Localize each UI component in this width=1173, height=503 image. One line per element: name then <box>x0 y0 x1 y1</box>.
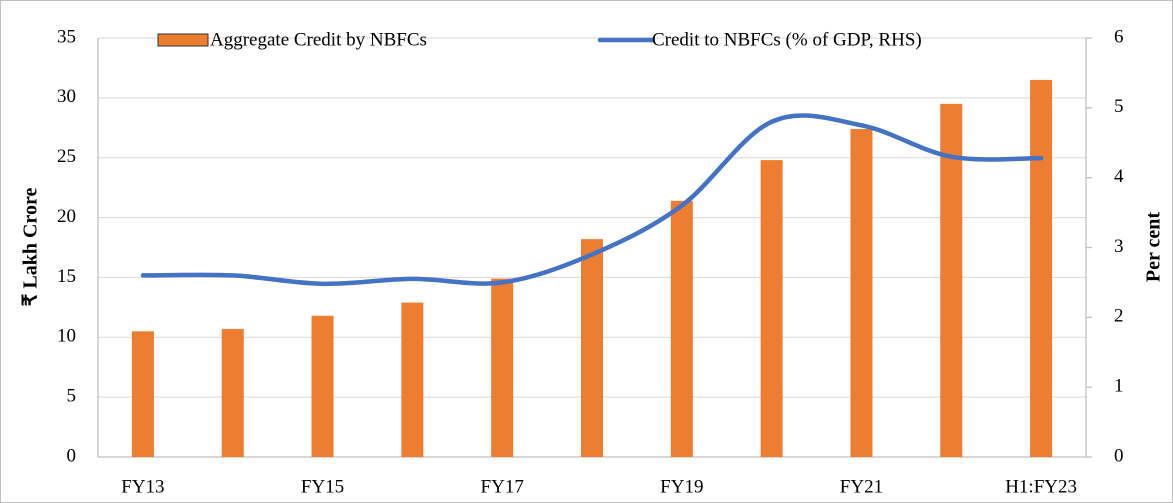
bar <box>670 200 693 457</box>
y-tick-label: 20 <box>57 206 76 227</box>
bar <box>221 328 244 457</box>
y-axis-title: ₹ Lakh Crore <box>20 188 42 307</box>
x-tick-label: FY17 <box>481 476 524 497</box>
legend-label: Aggregate Credit by NBFCs <box>210 29 427 50</box>
legend-swatch <box>157 33 209 47</box>
x-tick-label: FY21 <box>840 476 883 497</box>
y-tick-label: 35 <box>57 26 76 47</box>
y2-tick-label: 4 <box>1114 166 1124 187</box>
y2-tick-label: 3 <box>1114 236 1124 257</box>
y-tick-label: 15 <box>57 266 76 287</box>
x-tick-label: FY19 <box>660 476 703 497</box>
bar <box>1030 79 1053 458</box>
bar <box>760 160 783 457</box>
x-tick-label: H1:FY23 <box>1005 476 1077 497</box>
y-tick-label: 30 <box>57 86 76 107</box>
y-tick-label: 0 <box>67 445 77 466</box>
y-tick-label: 25 <box>57 146 76 167</box>
y2-axis-title: Per cent <box>1143 212 1165 282</box>
bar <box>401 302 424 457</box>
y-tick-label: 5 <box>67 386 77 407</box>
legend-label: Credit to NBFCs (% of GDP, RHS) <box>652 29 922 50</box>
y2-tick-label: 5 <box>1114 96 1124 117</box>
y2-tick-label: 6 <box>1114 26 1124 47</box>
y2-tick-label: 1 <box>1114 376 1124 397</box>
x-tick-label: FY15 <box>301 476 344 497</box>
y-tick-label: 10 <box>57 326 76 347</box>
bar <box>940 103 963 457</box>
bar <box>491 278 514 457</box>
bar <box>311 315 334 457</box>
y2-tick-label: 0 <box>1114 445 1124 466</box>
bar <box>131 331 154 457</box>
line <box>140 113 1044 287</box>
x-tick-label: FY13 <box>121 476 164 497</box>
bar <box>850 128 873 458</box>
y2-tick-label: 2 <box>1114 306 1124 327</box>
bar <box>581 239 603 457</box>
